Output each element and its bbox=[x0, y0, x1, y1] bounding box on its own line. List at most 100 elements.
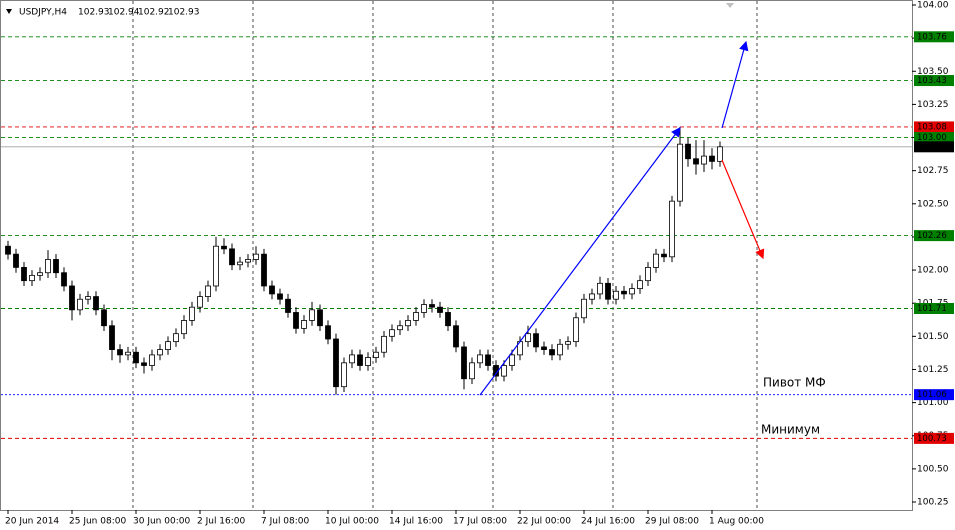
candle-body bbox=[293, 312, 299, 329]
candle-body bbox=[261, 253, 267, 287]
y-tick-label: 102.00 bbox=[917, 266, 949, 276]
level-label: 102.93 bbox=[917, 142, 947, 152]
axes: 104.00103.75103.50103.25103.00102.75102.… bbox=[5, 0, 955, 527]
y-tick-label: 103.50 bbox=[917, 67, 949, 77]
candle-body bbox=[85, 296, 91, 300]
candle-body bbox=[125, 351, 131, 356]
candle-body bbox=[581, 298, 587, 319]
candle-body bbox=[429, 304, 435, 308]
candle-body bbox=[717, 146, 723, 162]
candle-body bbox=[645, 267, 651, 282]
candle-body bbox=[557, 343, 563, 356]
x-tick-label: 2 Jul 16:00 bbox=[197, 517, 246, 527]
x-tick-label: 29 Jul 08:00 bbox=[645, 517, 699, 527]
candle-body bbox=[485, 354, 491, 366]
trend-arrow bbox=[479, 127, 681, 396]
candle-body bbox=[453, 325, 459, 348]
candles bbox=[5, 126, 723, 395]
candle-body bbox=[165, 341, 171, 350]
x-tick-label: 10 Jul 00:00 bbox=[325, 517, 379, 527]
candle-body bbox=[541, 346, 547, 350]
header-value: 102.93 bbox=[78, 8, 110, 18]
candle-body bbox=[669, 200, 675, 258]
candle-body bbox=[685, 143, 691, 160]
candle-body bbox=[189, 306, 195, 321]
candle-body bbox=[309, 309, 315, 321]
x-tick-label: 24 Jul 16:00 bbox=[581, 517, 635, 527]
candle-body bbox=[605, 282, 611, 300]
level-box bbox=[914, 121, 954, 133]
candle-body bbox=[93, 296, 99, 311]
candle-body bbox=[29, 274, 35, 282]
candle-body bbox=[13, 253, 19, 268]
y-tick-label: 101.25 bbox=[917, 365, 949, 375]
shift-marker bbox=[726, 3, 734, 8]
candle-body bbox=[437, 306, 443, 313]
candle-body bbox=[317, 309, 323, 327]
header-value: 102.93 bbox=[168, 8, 200, 18]
level-box bbox=[914, 389, 954, 401]
level-label: 103.76 bbox=[917, 32, 947, 42]
candle-body bbox=[301, 320, 307, 329]
x-tick-label: 17 Jul 08:00 bbox=[453, 517, 507, 527]
symbol-title: USDJPY,H4 bbox=[19, 8, 67, 18]
header-value: 102.92 bbox=[138, 8, 170, 18]
x-tick-label: 30 Jun 00:00 bbox=[133, 517, 190, 527]
candle-body bbox=[501, 365, 507, 377]
candle-body bbox=[413, 312, 419, 321]
level-box bbox=[914, 303, 954, 315]
candle-body bbox=[381, 335, 387, 353]
candle-body bbox=[37, 272, 43, 276]
candle-body bbox=[269, 285, 275, 295]
levels bbox=[1, 36, 912, 439]
level-box bbox=[914, 230, 954, 242]
candle-body bbox=[109, 325, 115, 350]
candle-body bbox=[373, 351, 379, 358]
y-tick-label: 104.00 bbox=[917, 1, 949, 11]
v-grid bbox=[132, 1, 758, 510]
candle-body bbox=[117, 349, 123, 356]
candle-body bbox=[205, 285, 211, 297]
y-tick-label: 102.50 bbox=[917, 199, 949, 209]
candle-body bbox=[365, 357, 371, 366]
candle-body bbox=[229, 248, 235, 266]
candle-body bbox=[197, 296, 203, 308]
y-tick-label: 103.25 bbox=[917, 100, 949, 110]
candle-body bbox=[69, 285, 75, 311]
candle-body bbox=[709, 155, 715, 162]
y-tick-label: 100.25 bbox=[917, 498, 949, 508]
candle-body bbox=[325, 325, 331, 340]
candle-body bbox=[637, 280, 643, 290]
candle-body bbox=[45, 259, 51, 274]
level-box bbox=[914, 132, 954, 144]
candle-body bbox=[5, 245, 11, 255]
x-tick-label: 20 Jun 2014 bbox=[5, 517, 59, 527]
candle-body bbox=[477, 354, 483, 364]
candle-body bbox=[357, 354, 363, 366]
candle-body bbox=[53, 259, 59, 274]
level-label: 102.26 bbox=[917, 231, 947, 241]
candle-body bbox=[621, 290, 627, 295]
level-label: 101.06 bbox=[917, 390, 947, 400]
candle-body bbox=[565, 341, 571, 345]
candle-body bbox=[333, 338, 339, 388]
candle-body bbox=[21, 267, 27, 282]
candle-body bbox=[77, 298, 83, 311]
candle-body bbox=[613, 290, 619, 300]
candle-body bbox=[181, 320, 187, 335]
up-arrow bbox=[721, 40, 749, 129]
candle-body bbox=[101, 309, 107, 327]
candle-body bbox=[461, 346, 467, 380]
candle-body bbox=[661, 253, 667, 258]
candle-body bbox=[469, 362, 475, 380]
y-tick-label: 101.00 bbox=[917, 398, 949, 408]
candle-body bbox=[245, 259, 251, 263]
y-tick-label: 102.75 bbox=[917, 166, 949, 176]
level-box bbox=[914, 141, 954, 153]
x-tick-label: 1 Aug 00:00 bbox=[709, 517, 764, 527]
candle-body bbox=[693, 158, 699, 165]
level-box bbox=[914, 75, 954, 87]
candle-body bbox=[445, 312, 451, 327]
candle-body bbox=[525, 333, 531, 343]
